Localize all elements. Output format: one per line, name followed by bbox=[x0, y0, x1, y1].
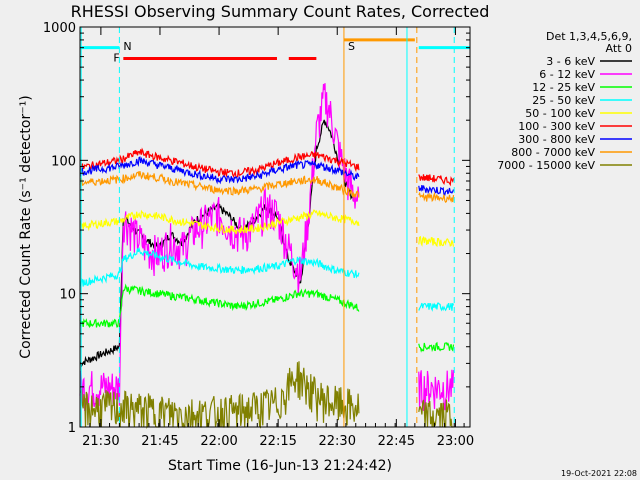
legend-label-2: 6 - 12 keV bbox=[539, 68, 595, 81]
legend-label-3: 12 - 25 keV bbox=[532, 81, 595, 94]
series-line-2 bbox=[418, 369, 455, 411]
legend-label-4: 25 - 50 keV bbox=[532, 94, 595, 107]
x-tick-label: 21:45 bbox=[141, 434, 178, 449]
series-line-6 bbox=[79, 147, 360, 179]
series-line-6 bbox=[418, 174, 455, 187]
plot-frame bbox=[79, 26, 471, 428]
date-stamp: 19-Oct-2021 22:08 bbox=[561, 469, 637, 478]
data-layer: N SF bbox=[79, 27, 470, 430]
y-tick-label: 100 bbox=[51, 154, 76, 169]
series-line-7 bbox=[79, 156, 360, 185]
flag-label: F bbox=[113, 52, 119, 65]
series-line-4 bbox=[79, 246, 360, 287]
y-tick-label: 1 bbox=[68, 421, 76, 436]
legend-label-5: 50 - 100 keV bbox=[525, 107, 595, 120]
x-tick-label: 22:45 bbox=[378, 434, 415, 449]
x-tick-label: 22:15 bbox=[259, 434, 296, 449]
series-line-2 bbox=[79, 83, 360, 412]
x-axis-label: Start Time (16-Jun-13 21:24:42) bbox=[168, 458, 392, 474]
series-line-5 bbox=[79, 209, 360, 235]
legend-label-9: 7000 - 15000 keV bbox=[497, 159, 595, 172]
legend-header-line-2: Att 0 bbox=[606, 42, 632, 55]
legend-label-1: 3 - 6 keV bbox=[546, 55, 595, 68]
chart-title: RHESSI Observing Summary Count Rates, Co… bbox=[71, 2, 490, 21]
series-line-8 bbox=[418, 191, 455, 203]
flag-label: N bbox=[123, 40, 131, 53]
legend-label-8: 800 - 7000 keV bbox=[511, 146, 595, 159]
legend-label-7: 300 - 800 keV bbox=[518, 133, 595, 146]
series-line-5 bbox=[418, 235, 455, 248]
ticks-layer: 1 10 100 1000 21:30 21:45 22:00 22:15 22:30 22:45… bbox=[43, 21, 474, 449]
series-line-4 bbox=[418, 302, 455, 312]
series-line-3 bbox=[79, 283, 360, 329]
series-line-7 bbox=[418, 185, 455, 196]
y-axis-label: Corrected Count Rate (s⁻¹ detector⁻¹) bbox=[18, 95, 34, 358]
x-tick-label: 21:30 bbox=[82, 434, 119, 449]
legend-header-line-1: Det 1,3,4,5,6,9, bbox=[546, 30, 632, 43]
y-tick-label: 1000 bbox=[43, 21, 76, 36]
x-tick-label: 22:00 bbox=[200, 434, 237, 449]
flag-label: S bbox=[348, 40, 355, 53]
x-tick-label: 22:30 bbox=[319, 434, 356, 449]
series-line-9 bbox=[418, 399, 454, 428]
series-line-3 bbox=[418, 341, 455, 353]
y-tick-label: 10 bbox=[59, 288, 76, 303]
legend-label-6: 100 - 300 keV bbox=[518, 120, 595, 133]
series-line-8 bbox=[79, 170, 360, 200]
x-tick-label: 23:00 bbox=[437, 434, 474, 449]
